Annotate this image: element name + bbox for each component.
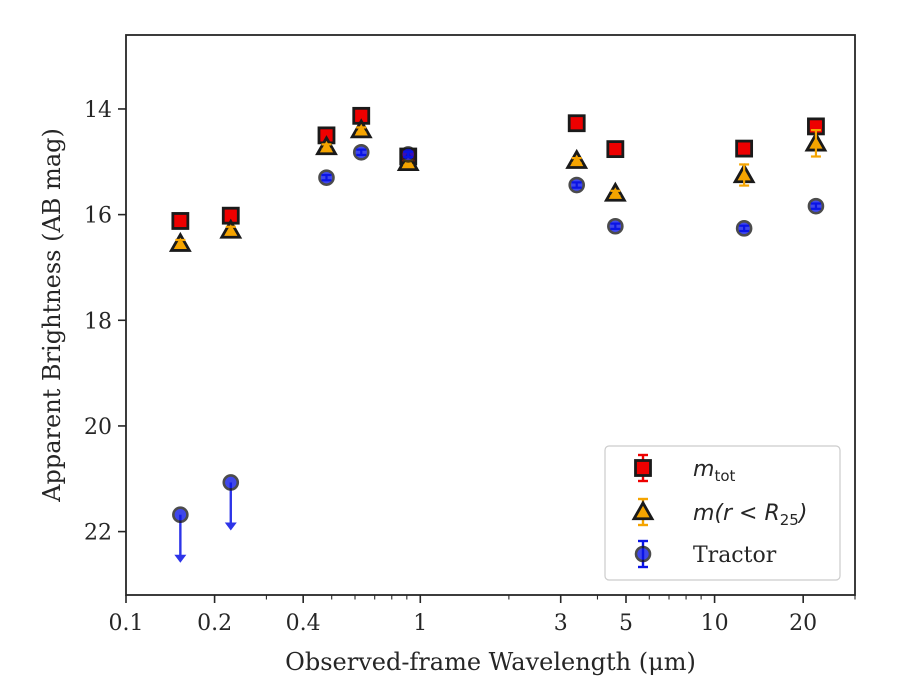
x-tick-label: 3 xyxy=(554,611,568,636)
legend-item: Tractor xyxy=(634,539,777,569)
y-axis-label: Apparent Brightness (AB mag) xyxy=(38,128,66,503)
upper-limit-arrowhead xyxy=(224,522,237,531)
error-bar xyxy=(810,128,821,158)
y-tick-label: 22 xyxy=(84,521,112,546)
error-bar xyxy=(810,202,821,210)
error-bar xyxy=(175,216,186,226)
error-bar xyxy=(356,126,367,134)
legend-label: mtot xyxy=(693,457,735,485)
error-bar xyxy=(225,225,236,236)
legend: mtot m(r < R25) Tractor xyxy=(604,445,841,581)
series-square xyxy=(171,106,825,230)
x-tick-label: 0.1 xyxy=(109,611,144,636)
error-bar xyxy=(175,238,186,249)
legend-marker xyxy=(634,459,652,477)
data-point xyxy=(222,474,240,491)
error-bar xyxy=(610,222,621,230)
y-tick-label: 18 xyxy=(84,309,112,334)
x-tick-label: 0.2 xyxy=(197,611,232,636)
error-bar xyxy=(610,145,621,153)
error-bar xyxy=(739,163,750,187)
error-bar xyxy=(610,189,621,198)
legend-marker xyxy=(634,545,652,563)
legend-box xyxy=(604,445,841,581)
legend-label: Tractor xyxy=(693,543,777,568)
data-point xyxy=(172,506,189,523)
error-bar xyxy=(739,144,750,153)
error-bar xyxy=(403,150,414,159)
error-bar xyxy=(321,143,332,151)
error-bar xyxy=(356,148,367,157)
y-tick-label: 14 xyxy=(84,98,112,123)
x-tick-label: 5 xyxy=(619,611,633,636)
error-bar xyxy=(321,173,332,182)
legend-marker xyxy=(631,500,655,521)
axes-layer: 0.1 0.2 0.4 1 3 5 10 20 14 16 18 20 22 xyxy=(84,98,856,636)
y-tick-label: 16 xyxy=(84,204,112,229)
x-axis-label: Observed-frame Wavelength (μm) xyxy=(285,648,696,676)
error-bar xyxy=(571,119,582,127)
x-tick-label: 20 xyxy=(789,611,817,636)
error-bar xyxy=(739,224,750,233)
legend-item: mtot xyxy=(634,453,735,485)
error-bar xyxy=(571,156,582,165)
upper-limit-arrowhead xyxy=(174,554,187,563)
legend-item: m(r < R25) xyxy=(631,497,807,529)
x-tick-label: 0.4 xyxy=(286,611,321,636)
y-tick-label: 20 xyxy=(84,415,112,440)
x-tick-label: 1 xyxy=(413,611,427,636)
error-bar xyxy=(571,181,582,189)
legend-label: m(r < R25) xyxy=(693,501,807,529)
series-circle xyxy=(172,143,825,563)
x-tick-label: 10 xyxy=(701,611,729,636)
plot-layer xyxy=(168,106,828,563)
series-triangle xyxy=(168,118,828,252)
plot-frame xyxy=(125,34,856,596)
